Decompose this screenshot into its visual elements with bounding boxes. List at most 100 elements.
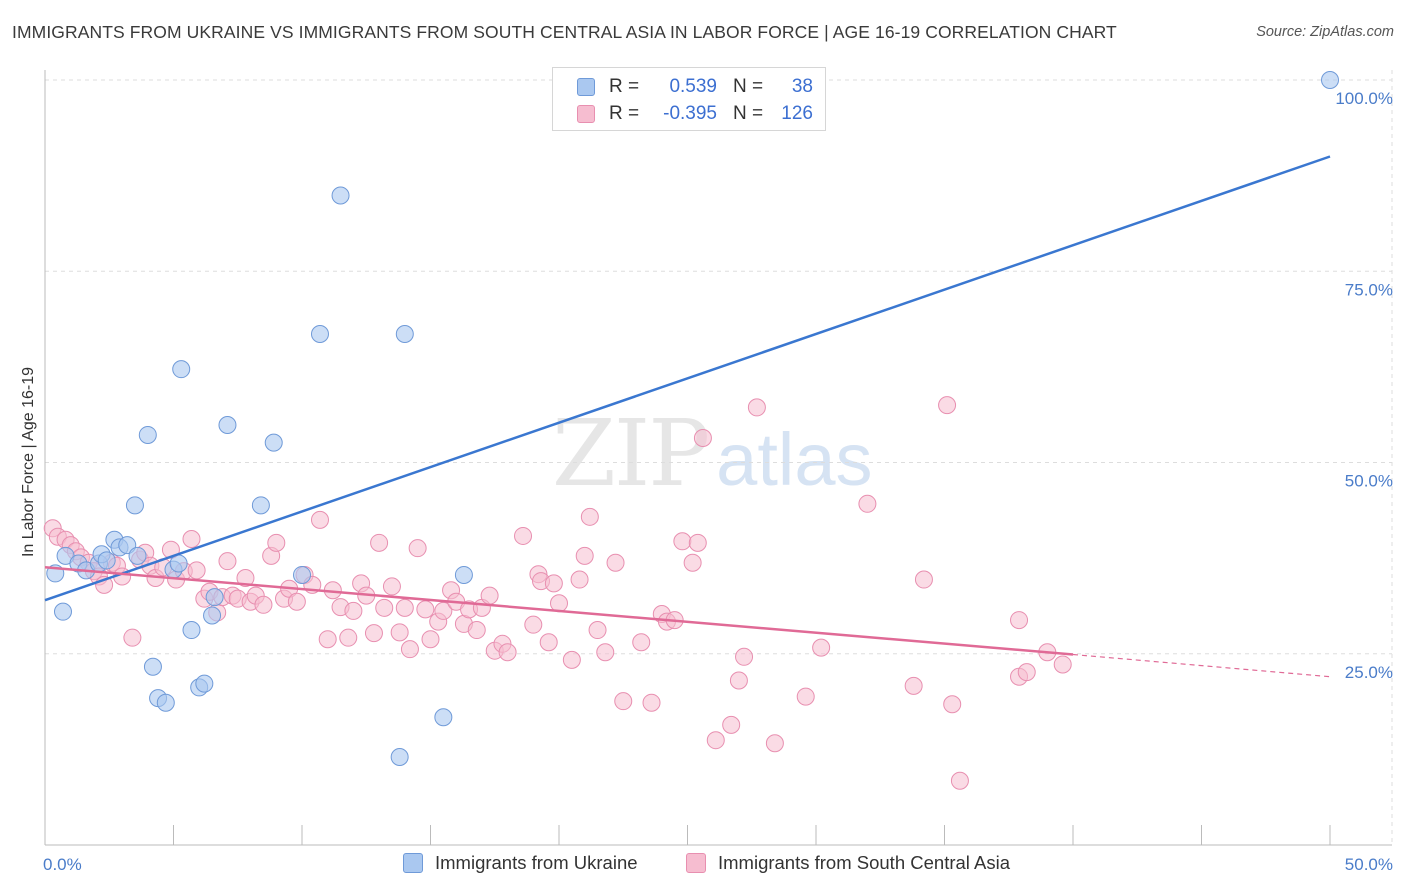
legend-r-value: -0.395 (663, 103, 717, 124)
y-tick-label: 25.0% (1345, 663, 1393, 682)
sca-trend-line-extension (1072, 653, 1331, 678)
bottom-legend-swatch-ukraine (403, 853, 423, 873)
ukraine-point (390, 748, 409, 767)
ukraine-point (395, 324, 414, 343)
sca-point (480, 586, 499, 605)
legend-r-label: R = (609, 103, 640, 124)
legend-n-value: 38 (791, 76, 813, 97)
ukraine-point (205, 588, 224, 607)
sca-point (182, 530, 201, 548)
x-tick-label-min: 0.0% (43, 855, 82, 874)
ukraine-point (264, 433, 283, 452)
sca-point (632, 633, 651, 652)
sca-point (375, 598, 394, 617)
ukraine-point (434, 708, 453, 727)
sca-point (421, 630, 440, 649)
y-tick-label: 75.0% (1345, 280, 1393, 299)
axis-layer (44, 70, 1392, 846)
sca-point (904, 676, 923, 695)
ukraine-points-layer (46, 71, 1339, 767)
sca-point (642, 693, 661, 712)
sca-point (416, 600, 435, 619)
sca-point (408, 539, 427, 558)
legend-r-value: 0.539 (669, 76, 717, 97)
sca-point (950, 771, 969, 790)
ukraine-point (251, 496, 270, 515)
bottom-legend-swatch-sca (686, 853, 706, 873)
ukraine-point (143, 657, 162, 676)
sca-point (382, 577, 401, 596)
x-tick-label-max: 50.0% (1345, 855, 1393, 874)
ukraine-point (331, 186, 350, 205)
sca-point (539, 633, 558, 652)
correlation-legend: R = 0.539 N = 38 R = -0.395 N = 126 (552, 67, 826, 131)
sca-point (688, 533, 707, 552)
ukraine-point (53, 602, 72, 621)
sca-point (575, 546, 594, 565)
sca-point (544, 574, 563, 593)
legend-n-label: N = (733, 76, 764, 97)
bottom-legend-sca: Immigrants from South Central Asia (686, 852, 1010, 874)
sca-point (683, 553, 702, 572)
sca-point (729, 671, 748, 690)
legend-r-label: R = (609, 76, 640, 97)
legend-swatch-ukraine (577, 78, 595, 96)
sca-point (267, 533, 286, 552)
sca-point (706, 731, 725, 750)
ukraine-point (1321, 71, 1339, 89)
bottom-legend-label-sca: Immigrants from South Central Asia (718, 852, 1010, 873)
sca-point (467, 621, 486, 640)
sca-point (514, 526, 533, 545)
sca-point (570, 570, 589, 589)
ukraine-point (203, 606, 222, 625)
sca-point (498, 643, 517, 662)
sca-point (524, 615, 543, 634)
zipatlas-watermark: ZIP atlas (552, 400, 872, 507)
axis-labels-layer: 25.0% 50.0% 75.0% 100.0% 0.0% 50.0% In Labor F… (20, 89, 1393, 874)
sca-point (236, 569, 255, 588)
y-axis-title: In Labor Force | Age 16-19 (20, 367, 37, 557)
legend-swatch-sca (577, 105, 595, 123)
watermark-atlas: atlas (716, 418, 873, 501)
legend-row-sca: R = -0.395 N = 126 (577, 102, 813, 126)
sca-point (943, 695, 962, 714)
ukraine-point (138, 425, 157, 444)
ukraine-trend-line (44, 155, 1331, 602)
ukraine-point (182, 621, 201, 640)
ukraine-point (310, 324, 329, 343)
sca-point (693, 429, 712, 448)
sca-point (390, 623, 409, 642)
ukraine-point (454, 565, 473, 584)
ukraine-point (97, 551, 116, 570)
sca-point (938, 396, 957, 415)
sca-point (722, 715, 741, 734)
bottom-legend-label-ukraine: Immigrants from Ukraine (435, 852, 638, 873)
sca-point (187, 561, 206, 580)
y-tick-label: 50.0% (1345, 472, 1393, 491)
sca-point (400, 640, 419, 659)
sca-point (735, 647, 754, 666)
watermark-zip: ZIP (552, 400, 710, 507)
sca-point (218, 552, 237, 571)
sca-point (596, 643, 615, 662)
sca-point (858, 494, 877, 513)
sca-point (914, 570, 933, 589)
ukraine-point (218, 416, 237, 435)
sca-point (580, 507, 599, 526)
sca-point (588, 621, 607, 640)
ukraine-point (156, 693, 175, 712)
sca-point (606, 553, 625, 572)
sca-point (344, 601, 363, 620)
sca-points-layer (43, 396, 1072, 790)
trend-lines-layer (44, 155, 1331, 678)
sca-point (364, 624, 383, 643)
sca-point (287, 592, 306, 611)
sca-point (434, 601, 453, 620)
bottom-legend-ukraine: Immigrants from Ukraine (403, 852, 638, 874)
sca-point (1017, 663, 1036, 682)
sca-point (339, 628, 358, 647)
chart-title: IMMIGRANTS FROM UKRAINE VS IMMIGRANTS FR… (12, 22, 1117, 42)
y-tick-label: 100.0% (1335, 89, 1393, 108)
sca-point (254, 595, 273, 614)
